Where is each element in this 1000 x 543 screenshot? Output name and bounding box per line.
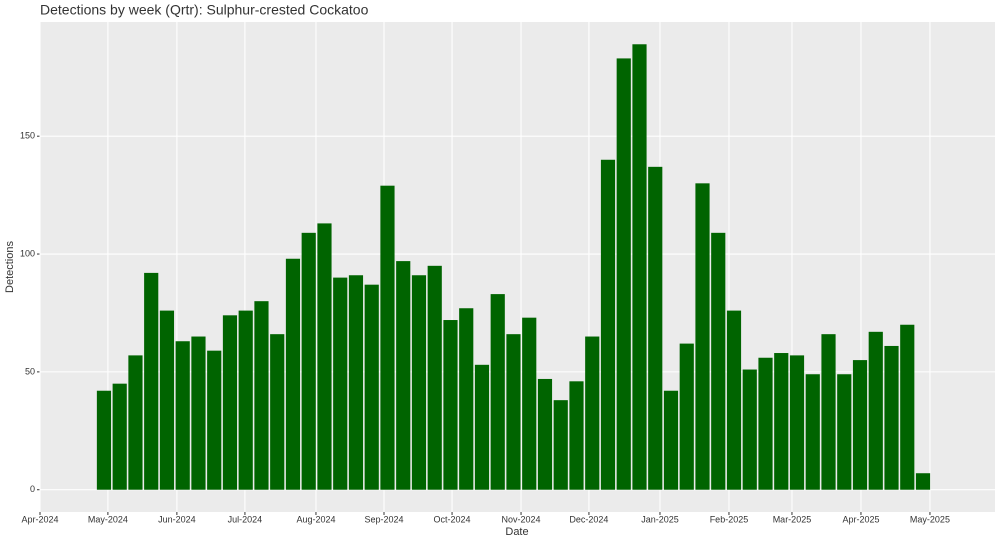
bar	[742, 369, 757, 490]
x-tick-label: Oct-2024	[434, 514, 471, 524]
bar	[490, 294, 505, 490]
bar	[663, 390, 679, 490]
bar	[191, 336, 206, 490]
x-tick-label: Apr-2025	[842, 514, 879, 524]
bar	[238, 310, 253, 490]
bar	[301, 232, 316, 490]
bar	[522, 317, 537, 490]
x-tick-label: Feb-2025	[710, 514, 749, 524]
bar	[175, 341, 190, 490]
bar	[758, 357, 773, 490]
bar	[474, 364, 490, 490]
bar	[679, 343, 694, 490]
x-tick-label: Mar-2025	[773, 514, 812, 524]
y-tick-label: 50	[25, 366, 35, 376]
bar	[900, 324, 915, 490]
bar	[317, 223, 332, 490]
x-tick-label: Nov-2024	[502, 514, 541, 524]
bar	[852, 360, 868, 490]
x-tick-label: May-2024	[88, 514, 128, 524]
bar	[695, 183, 710, 490]
y-tick-label: 0	[30, 484, 35, 494]
bar	[837, 374, 852, 490]
x-tick-label: Jul-2024	[228, 514, 263, 524]
x-tick-label: Jun-2024	[158, 514, 196, 524]
x-tick-label: Sep-2024	[364, 514, 403, 524]
bar	[884, 345, 899, 490]
bar	[711, 232, 726, 490]
bar	[616, 58, 631, 490]
bar	[380, 185, 395, 490]
bar	[774, 353, 789, 490]
y-tick-label: 100	[20, 248, 35, 258]
bar	[112, 383, 127, 490]
bar	[648, 166, 663, 490]
bar	[726, 310, 742, 490]
bar	[144, 272, 159, 490]
bar	[459, 308, 474, 490]
bar	[443, 320, 458, 490]
chart-title: Detections by week (Qrtr): Sulphur-crest…	[40, 2, 369, 18]
bar	[411, 275, 427, 490]
y-axis-label: Detections	[4, 241, 16, 293]
bar	[348, 275, 364, 490]
bar	[254, 301, 269, 490]
bar	[553, 400, 568, 490]
bar	[128, 355, 143, 490]
x-axis-label: Date	[505, 526, 528, 538]
bar	[364, 284, 379, 490]
bar	[427, 265, 442, 490]
bar	[333, 277, 348, 490]
bar	[537, 378, 553, 490]
bar	[207, 350, 222, 490]
bar	[506, 334, 521, 490]
x-tick-label: Apr-2024	[21, 514, 58, 524]
bar	[805, 374, 820, 490]
x-tick-label: May-2025	[910, 514, 950, 524]
bar	[270, 334, 285, 490]
bar	[222, 315, 238, 490]
x-tick-label: Dec-2024	[569, 514, 608, 524]
bar	[915, 473, 931, 490]
bar	[569, 381, 584, 490]
x-tick-label: Jan-2025	[641, 514, 679, 524]
bar	[868, 331, 883, 490]
bar	[396, 261, 411, 490]
x-tick-label: Aug-2024	[296, 514, 335, 524]
bar	[159, 310, 175, 490]
y-tick-label: 150	[20, 131, 35, 141]
bar	[600, 159, 616, 490]
bar	[821, 334, 836, 490]
bar	[585, 336, 600, 490]
bar	[632, 44, 647, 490]
bar	[285, 258, 301, 490]
bar	[96, 390, 112, 490]
bar	[789, 355, 805, 490]
